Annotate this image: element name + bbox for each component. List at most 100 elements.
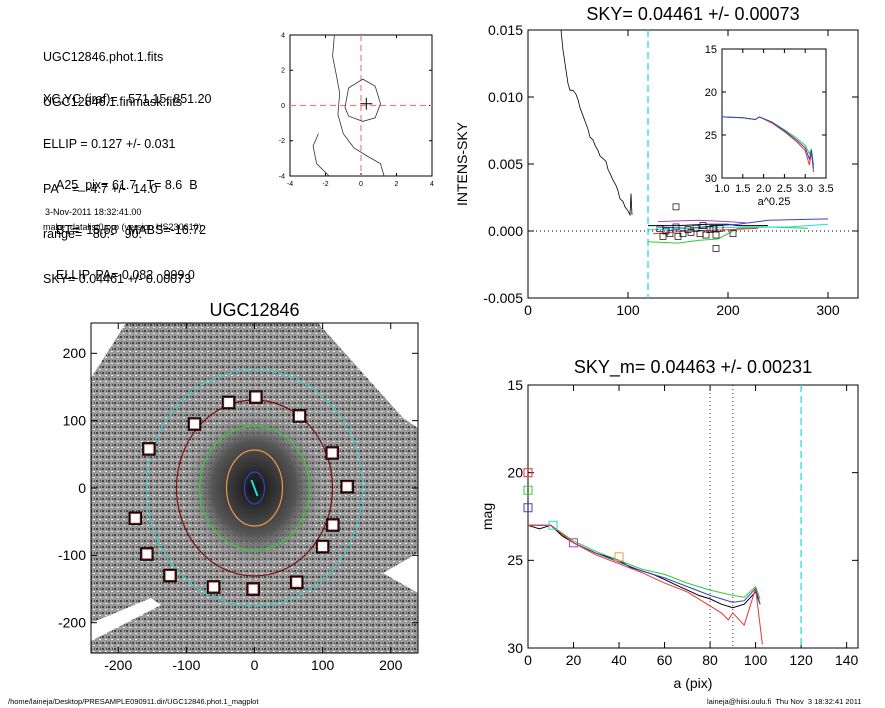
program-version: make_datalist0.pro (version HS230610) [43, 222, 202, 232]
mask-box-inner [326, 447, 338, 459]
sky-point [712, 231, 720, 239]
info-fit-params: XC,YC (iraf)= 571.15, 851.20 ELLIP = 0.1… [43, 62, 212, 302]
inset-x-tick-label: 2.5 [777, 183, 792, 195]
range-value: range= 80.- 90. [43, 227, 143, 241]
mask-box-inner [291, 576, 303, 588]
image-blank-region [383, 553, 418, 593]
inset-y-tick-label: 20 [705, 87, 717, 99]
sky-fit-line-red [652, 227, 759, 235]
sky-point [687, 228, 695, 236]
mask-box [340, 479, 354, 494]
mask-box [249, 390, 263, 404]
sky-point [679, 230, 687, 238]
mag-plot-frame [527, 384, 859, 649]
mag-series-blue [528, 524, 761, 605]
mag-marker-cyan [548, 520, 558, 530]
mag-xlabel: a (pix) [674, 675, 713, 691]
mask-box [140, 547, 154, 561]
sky-y-tick-label: -0.005 [483, 290, 523, 306]
ellip-pa-value: ELLIP, PA= 0.082 999.0 [56, 268, 195, 282]
center-coords: XC,YC (iraf)= 571.15, 851.20 [43, 92, 212, 106]
mask-box-inner [189, 418, 201, 430]
center-y-tick-label: -4 [279, 173, 285, 180]
isophote-green [198, 425, 311, 551]
pa-value: PA = -4.7 +/- 14.0 [43, 182, 158, 196]
mask-box-inner [223, 396, 235, 408]
sky-point [672, 223, 680, 231]
mag-marker-red [523, 468, 533, 478]
mask-box [246, 582, 260, 596]
sky-point [659, 233, 667, 240]
inset-y-tick-label: 15 [705, 44, 717, 56]
center-x-tick-label: 2 [395, 181, 399, 188]
image-y-tick-label: 0 [78, 480, 86, 496]
image-y-tick-label: 200 [63, 345, 87, 361]
center-contour [332, 34, 385, 177]
isophote-cyan [145, 369, 364, 607]
mag-y-tick-label: 15 [507, 377, 523, 393]
mask-box-inner [327, 519, 339, 531]
mask-box-inner [164, 570, 176, 582]
isophote-blue [243, 471, 266, 505]
mag-x-tick-label: 0 [524, 652, 532, 668]
inset-xlabel: a^0.25 [758, 196, 791, 208]
date-stamp: 3-Nov-2011 18:32:41.00 [45, 207, 142, 217]
sky-fit-line-black [648, 223, 768, 227]
footer-path: /home/laineja/Desktop/PRESAMPLE090911.di… [8, 697, 259, 706]
image-blank-region [91, 598, 161, 641]
image-x-tick-label: -200 [104, 657, 132, 673]
sky-y-tick-label: 0.015 [488, 22, 523, 38]
sky-point [692, 224, 700, 232]
sky-value: SKY= 0.04461 +/- 0.00073 [43, 272, 192, 286]
mask-box [221, 395, 236, 410]
inset-series-blue [721, 116, 814, 169]
sky-point [699, 222, 707, 229]
mask-box-inner [317, 541, 329, 553]
mask-box [187, 417, 202, 431]
inset-x-tick-label: 1.5 [735, 183, 750, 195]
footer-user-date: laineja@hiisi.oulu.fi Thu Nov 3 18:32:41… [707, 697, 862, 706]
center-x-tick-label: 0 [359, 181, 363, 188]
mask-box [142, 442, 156, 456]
mask-box [163, 568, 177, 583]
mag-series-red [528, 524, 763, 645]
mask-box-inner [129, 512, 141, 524]
mag-y-tick-label: 25 [507, 552, 523, 568]
sky-title: SKY= 0.04461 +/- 0.00073 [586, 4, 799, 24]
mag-x-tick-label: 80 [702, 652, 718, 668]
mag-ylabel: mag [479, 503, 495, 530]
center-y-tick-label: 4 [281, 32, 285, 39]
inset-x-tick-label: 2.0 [756, 183, 771, 195]
mag-marker-orange [614, 552, 624, 562]
major-axis [250, 479, 259, 497]
mask-box [326, 518, 340, 532]
inset-y-tick-label: 25 [705, 130, 717, 142]
center-x-tick-label: 4 [430, 181, 434, 188]
center-contour [312, 133, 330, 177]
image-blank-region [91, 323, 126, 378]
inset-x-tick-label: 3.0 [798, 183, 813, 195]
sky-fit-line-cyan [647, 223, 829, 231]
mask-box-inner [293, 410, 305, 422]
mask-box-inner [341, 481, 353, 493]
info-galaxy-params: A25_pix= 61.7 T= 8.6 B BT= 15.58 MABS=-1… [56, 148, 206, 298]
sky-x-tick-label: 100 [616, 302, 640, 318]
center-x-tick-label: -2 [322, 181, 328, 188]
mask-box-inner [247, 583, 259, 595]
mask-box-inner [143, 443, 155, 455]
mag-x-tick-label: 40 [611, 652, 627, 668]
mag-y-tick-label: 30 [507, 640, 523, 656]
center-x-tick-label: -4 [287, 181, 293, 188]
mask-box [128, 511, 143, 526]
mask-box-inner [250, 391, 262, 403]
sky-point [712, 245, 720, 252]
sky-y-tick-label: 0.000 [488, 223, 523, 239]
sky-point [666, 230, 674, 238]
sky-y-tick-label: 0.005 [488, 156, 523, 172]
sky-point [656, 224, 664, 232]
sky-x-tick-label: 300 [816, 302, 840, 318]
isophote-orange [225, 449, 284, 527]
sky-ylabel: INTENS-SKY [454, 121, 470, 206]
center-y-tick-label: -2 [279, 138, 285, 145]
